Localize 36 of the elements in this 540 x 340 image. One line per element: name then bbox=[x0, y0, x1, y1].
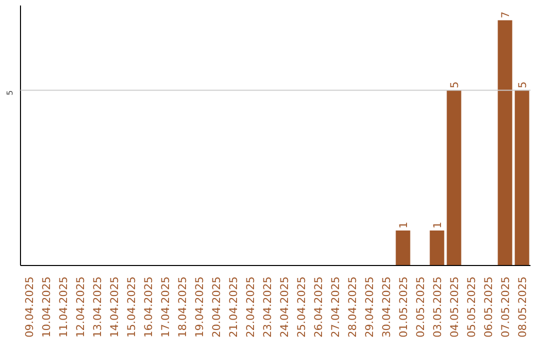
x-tick-label: 29.04.2025 bbox=[363, 276, 376, 338]
x-tick-label: 07.05.2025 bbox=[499, 276, 512, 338]
data-label: 5 bbox=[448, 82, 461, 88]
x-tick-label: 16.04.2025 bbox=[142, 276, 155, 338]
x-tick-label: 24.04.2025 bbox=[278, 276, 291, 338]
x-tick-label: 02.05.2025 bbox=[414, 276, 427, 338]
x-tick-label: 04.05.2025 bbox=[448, 276, 461, 338]
x-tick-label: 12.04.2025 bbox=[74, 276, 87, 338]
ref-line-label: 5 bbox=[6, 90, 14, 96]
x-tick-label: 08.05.2025 bbox=[516, 276, 529, 338]
x-tick-label: 11.04.2025 bbox=[57, 276, 70, 338]
x-tick-label: 22.04.2025 bbox=[244, 276, 257, 338]
x-tick-label: 19.04.2025 bbox=[193, 276, 206, 338]
x-tick-label: 13.04.2025 bbox=[91, 276, 104, 338]
x-tick-label: 05.05.2025 bbox=[465, 276, 478, 338]
x-tick-label: 18.04.2025 bbox=[176, 276, 189, 338]
x-tick-label: 28.04.2025 bbox=[346, 276, 359, 338]
data-label: 1 bbox=[431, 222, 444, 228]
x-tick-label: 15.04.2025 bbox=[125, 276, 138, 338]
x-tick-label: 25.04.2025 bbox=[295, 276, 308, 338]
x-tick-label: 14.04.2025 bbox=[108, 276, 121, 338]
x-tick-label: 17.04.2025 bbox=[159, 276, 172, 338]
x-tick-label: 20.04.2025 bbox=[210, 276, 223, 338]
x-tick-label: 10.04.2025 bbox=[40, 276, 53, 338]
data-label: 7 bbox=[499, 11, 512, 18]
x-tick-label: 09.04.2025 bbox=[23, 276, 36, 338]
x-tick-label: 27.04.2025 bbox=[329, 276, 342, 338]
x-tick-label: 30.04.2025 bbox=[380, 276, 393, 338]
x-tick-label: 01.05.2025 bbox=[397, 276, 410, 338]
x-tick-label: 26.04.2025 bbox=[312, 276, 325, 338]
data-label: 1 bbox=[397, 222, 410, 228]
x-tick-label: 21.04.2025 bbox=[227, 276, 240, 338]
x-tick-label: 06.05.2025 bbox=[482, 276, 495, 338]
x-tick-label: 23.04.2025 bbox=[261, 276, 274, 338]
x-tick-label: 03.05.2025 bbox=[431, 276, 444, 338]
data-label: 5 bbox=[516, 82, 529, 88]
